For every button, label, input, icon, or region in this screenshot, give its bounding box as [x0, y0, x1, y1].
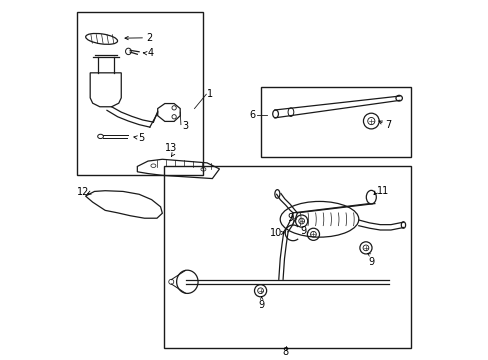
- Bar: [164, 166, 410, 348]
- Text: 9: 9: [287, 213, 293, 223]
- Text: 5: 5: [138, 133, 144, 143]
- Text: 4: 4: [147, 48, 153, 58]
- Text: 13: 13: [165, 143, 177, 153]
- Text: 11: 11: [376, 186, 388, 196]
- Bar: [260, 87, 410, 157]
- Text: 7: 7: [385, 120, 391, 130]
- Text: 3: 3: [182, 121, 188, 131]
- Text: 9: 9: [300, 226, 305, 237]
- Bar: [77, 12, 203, 175]
- Text: 10: 10: [269, 228, 282, 238]
- Text: 9: 9: [258, 300, 264, 310]
- Text: 8: 8: [282, 347, 288, 357]
- Text: 6: 6: [248, 110, 255, 120]
- Text: 1: 1: [206, 89, 213, 99]
- Text: 2: 2: [146, 33, 152, 43]
- Text: 9: 9: [367, 257, 374, 267]
- Text: 12: 12: [77, 188, 89, 198]
